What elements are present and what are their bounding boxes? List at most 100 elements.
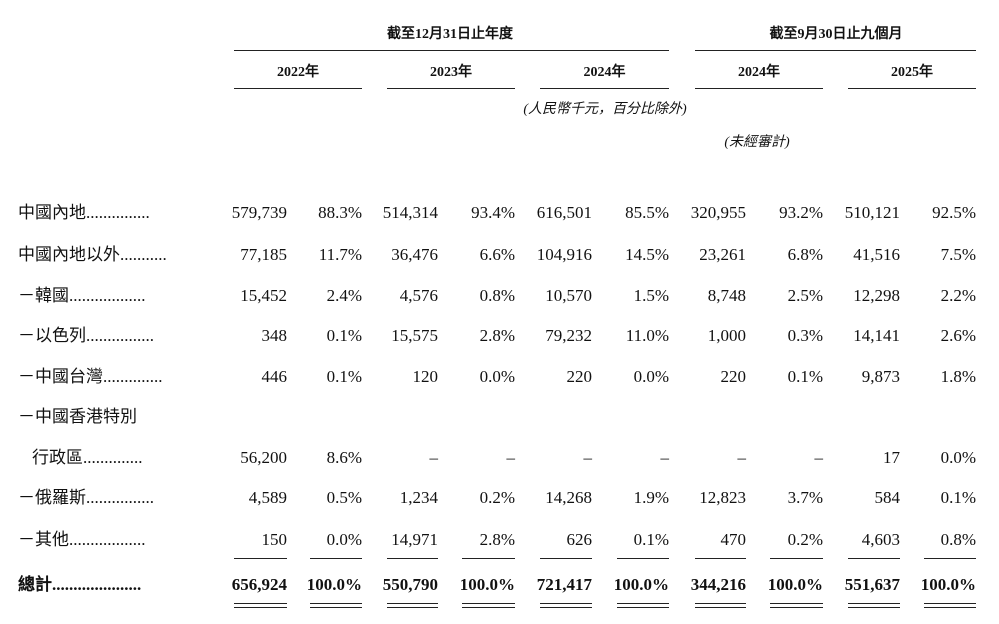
rule (848, 558, 900, 559)
rule (770, 558, 823, 559)
unaudited-note: (未經審計) (724, 135, 790, 150)
cell: 2.6% (940, 326, 976, 345)
cell: 0.1% (326, 326, 362, 345)
cell: 550,790 (382, 575, 438, 594)
rule (462, 607, 515, 608)
cell: 220 (720, 367, 747, 386)
cell: 616,501 (536, 203, 592, 222)
cell: 9,873 (861, 367, 900, 386)
cell: 4,589 (248, 488, 287, 507)
rule (234, 88, 362, 89)
cell: 6.6% (479, 245, 515, 264)
cell: 41,516 (853, 245, 900, 264)
rule (924, 558, 976, 559)
row-label: －俄羅斯................ (18, 488, 154, 507)
rule (770, 607, 823, 608)
cell: 0.8% (940, 530, 976, 549)
rule (234, 50, 669, 51)
cell: 626 (566, 530, 593, 549)
cell: 104,916 (536, 245, 592, 264)
cell: 6.8% (787, 245, 823, 264)
rule (617, 558, 669, 559)
rule (770, 603, 823, 604)
cell: 446 (261, 367, 288, 386)
rule (695, 88, 823, 89)
rule (310, 603, 362, 604)
rule (234, 603, 287, 604)
cell: 3.7% (787, 488, 823, 507)
cell: 4,576 (399, 286, 438, 305)
row-label: －韓國.................. (18, 286, 146, 305)
rule (695, 607, 746, 608)
rule (695, 558, 746, 559)
group-header: 截至12月31日止年度 (387, 27, 513, 42)
cell: 0.2% (787, 530, 823, 549)
rule (462, 558, 515, 559)
cell: 100.0% (920, 575, 976, 594)
cell: 14,268 (545, 488, 592, 507)
rule (924, 607, 976, 608)
year-header: 2024年 (738, 65, 780, 80)
rule (540, 607, 592, 608)
rule (462, 603, 515, 604)
cell: 2.5% (787, 286, 823, 305)
cell: 0.2% (479, 488, 515, 507)
cell: 56,200 (240, 448, 287, 467)
cell: 1.5% (633, 286, 669, 305)
cell: 2.8% (479, 326, 515, 345)
year-header: 2024年 (583, 65, 626, 80)
cell: 0.5% (326, 488, 362, 507)
cell: 0.8% (479, 286, 515, 305)
cell: 8.6% (326, 448, 362, 467)
rule (387, 607, 438, 608)
group-header: 截至9月30日止九個月 (769, 27, 903, 42)
rule (848, 603, 900, 604)
cell: 12,298 (853, 286, 900, 305)
cell: – (583, 448, 593, 467)
cell: 120 (412, 367, 439, 386)
cell: 579,739 (231, 203, 287, 222)
cell: 551,637 (844, 575, 900, 594)
year-header: 2025年 (891, 65, 933, 80)
rule (848, 88, 976, 89)
cell: 85.5% (625, 203, 669, 222)
rule (617, 603, 669, 604)
cell: – (737, 448, 747, 467)
cell: 0.3% (787, 326, 823, 345)
year-header: 2023年 (430, 65, 472, 80)
cell: 93.2% (779, 203, 823, 222)
year-header: 2022年 (277, 65, 319, 80)
row-label: 行政區.............. (32, 448, 143, 467)
row-label: －其他.................. (18, 530, 146, 549)
cell: 0.0% (940, 448, 976, 467)
rule (234, 558, 287, 559)
cell: 10,570 (545, 286, 592, 305)
cell: 100.0% (306, 575, 362, 594)
cell: – (660, 448, 670, 467)
cell: 470 (720, 530, 747, 549)
cell: 93.4% (471, 203, 515, 222)
rule (387, 88, 515, 89)
row-label: －中國台灣.............. (18, 367, 163, 386)
cell: 150 (261, 530, 288, 549)
cell: 510,121 (844, 203, 900, 222)
cell: – (814, 448, 824, 467)
rule (234, 607, 287, 608)
cell: 514,314 (382, 203, 438, 222)
rule (924, 603, 976, 604)
row-label: 中國內地............... (18, 203, 150, 222)
cell: 584 (874, 488, 901, 507)
cell: 11.0% (625, 326, 669, 345)
row-label: 中國內地以外........... (18, 245, 167, 264)
cell: 14,971 (391, 530, 438, 549)
cell: 100.0% (459, 575, 515, 594)
cell: 12,823 (699, 488, 746, 507)
rule (310, 607, 362, 608)
cell: 2.2% (940, 286, 976, 305)
cell: 0.0% (633, 367, 669, 386)
cell: 92.5% (932, 203, 976, 222)
cell: 656,924 (231, 575, 287, 594)
cell: 100.0% (613, 575, 669, 594)
cell: 1.8% (940, 367, 976, 386)
